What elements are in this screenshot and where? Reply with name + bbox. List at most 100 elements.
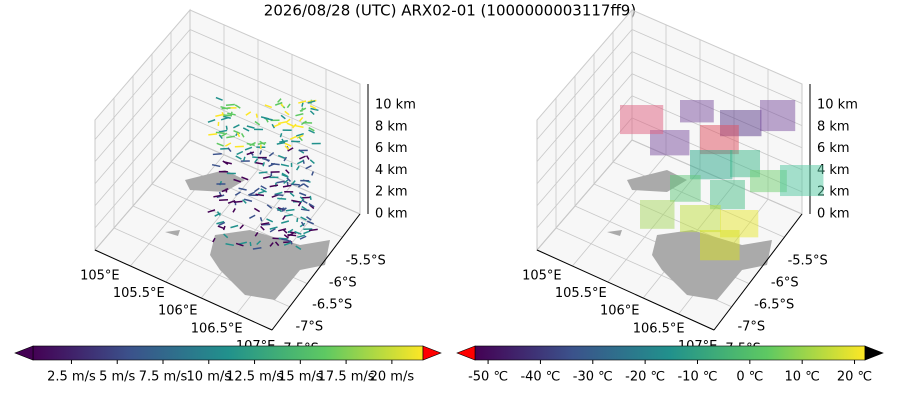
wind-glyph [235, 242, 244, 247]
wind-glyph [227, 112, 236, 116]
wind-glyph [241, 176, 249, 181]
wind-glyph [260, 225, 265, 231]
grid [94, 51, 191, 162]
x-tick-label: 105°E [522, 269, 562, 284]
wind-glyph [233, 124, 240, 129]
wind-glyph [212, 153, 222, 156]
wind-glyph [218, 221, 226, 227]
colorbar-tick-label: 15 m/s [278, 370, 323, 385]
wind-glyph [223, 114, 233, 117]
wind-glyph [266, 204, 273, 209]
grid [94, 117, 191, 229]
grid [572, 154, 667, 267]
voxel [680, 100, 714, 123]
wind-glyph [296, 160, 304, 165]
wind-glyph [242, 199, 247, 204]
wind-glyph [299, 192, 307, 197]
wind-glyph [260, 188, 267, 193]
wind-glyph [232, 208, 236, 213]
figure-title: 2026/08/28 (UTC) ARX02-01 (1000000003117… [264, 2, 636, 20]
colorbar-tick-label: 7.5 m/s [139, 370, 188, 385]
wind-glyph [223, 161, 232, 165]
wind-glyph [220, 132, 228, 137]
wind-glyph [245, 111, 252, 116]
z-tick-label: 2 km [375, 185, 408, 200]
wind-glyph [279, 132, 283, 138]
wind-glyph [252, 247, 262, 250]
colorbar [474, 345, 866, 361]
y-tick-label: -6.5°S [312, 297, 352, 312]
wind-glyph [263, 157, 270, 163]
grid [631, 73, 803, 149]
wind-glyph [216, 220, 225, 225]
wind-glyph [280, 114, 286, 120]
wind-glyph [262, 162, 265, 167]
wind-glyph [246, 142, 255, 146]
wind-glyph [259, 140, 266, 146]
colorbar-tick-label: 5 m/s [99, 370, 135, 385]
wind-glyph [305, 155, 310, 160]
z-tick-label: 0 km [817, 207, 850, 222]
z-tick-label: 8 km [375, 119, 408, 134]
wind-glyph [309, 204, 315, 210]
colorbar-tick-label: 10 m/s [187, 370, 232, 385]
wind-glyph [274, 193, 284, 197]
wind-glyph [284, 110, 290, 116]
wind-glyph [271, 123, 276, 129]
wind-glyph [234, 104, 241, 109]
wind-glyph [216, 142, 224, 147]
wind-glyph [220, 116, 229, 121]
wind-glyph [234, 191, 241, 196]
wind-glyph [296, 132, 304, 137]
wind-glyph [221, 107, 231, 110]
wind-glyph [281, 207, 287, 212]
wind-glyph [244, 146, 253, 151]
wind-glyph [305, 164, 312, 170]
x-tick-label: 105°E [80, 269, 120, 284]
voxel [620, 105, 664, 135]
wind-glyph [258, 171, 268, 174]
grid [189, 51, 361, 126]
wind-glyph [278, 237, 288, 240]
wind-glyph [226, 135, 235, 139]
wind-glyph [238, 187, 247, 191]
wind-glyph [218, 129, 228, 133]
wind-glyph [289, 240, 293, 245]
voxel [700, 125, 739, 155]
y-tick-label: -6.5°S [754, 297, 794, 312]
z-tick-label: 10 km [817, 98, 858, 113]
wind-glyph [230, 224, 239, 229]
wind-glyph [286, 177, 292, 182]
wind-glyph [282, 184, 292, 188]
voxel [690, 150, 733, 180]
z-tick-label: 4 km [375, 163, 408, 178]
land [185, 170, 245, 192]
wind-glyph [307, 100, 316, 104]
wind-glyph [299, 196, 305, 201]
wind-glyph [300, 221, 305, 227]
wind-glyph [303, 230, 311, 235]
wind-glyph [283, 234, 289, 239]
x-axis [536, 249, 715, 331]
wind-glyph [236, 150, 244, 156]
land [607, 230, 622, 236]
wind-glyph [300, 216, 307, 221]
wind-glyph [215, 96, 223, 101]
wind-glyph [225, 103, 235, 106]
wind-glyph [222, 115, 231, 119]
wind-glyph [308, 228, 318, 232]
wind-glyph [243, 198, 253, 202]
wind-glyph [207, 209, 216, 213]
voxel [670, 175, 701, 202]
wind-glyph [296, 134, 304, 139]
wind-glyph [269, 227, 276, 233]
grid [165, 169, 259, 283]
wind-glyph [254, 231, 259, 237]
voxel [710, 180, 745, 210]
wind-glyph [254, 161, 264, 165]
grid [94, 73, 191, 184]
wind-glyph [294, 230, 302, 235]
wind-glyph [287, 228, 294, 234]
wind-glyph [243, 156, 246, 161]
y-tick-label: -5.5°S [346, 253, 386, 268]
